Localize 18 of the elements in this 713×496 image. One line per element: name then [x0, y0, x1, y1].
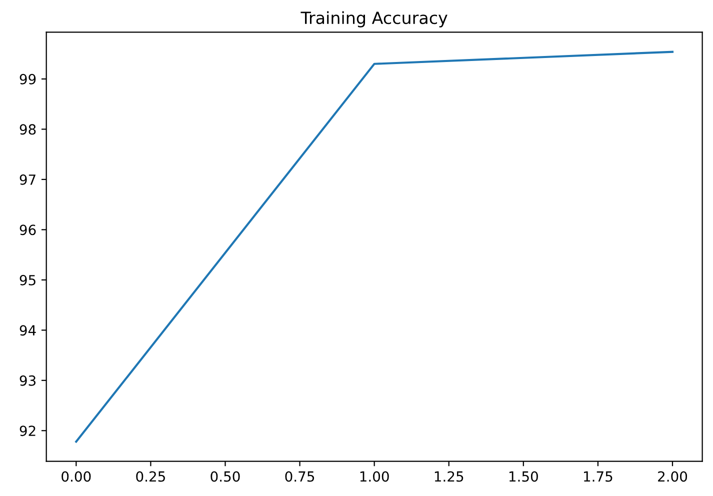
- y-tick-label: 97: [20, 174, 36, 185]
- x-tick-label: 1.50: [509, 471, 538, 482]
- x-tick-label: 0.50: [210, 471, 240, 482]
- x-tick-label: 1.25: [434, 471, 464, 482]
- y-tick-label: 95: [20, 274, 36, 286]
- x-tick-label: 0.00: [62, 471, 91, 482]
- y-tick-label: 93: [20, 375, 36, 386]
- x-tick-label: 1.00: [360, 471, 389, 482]
- x-tick-label: 0.75: [285, 471, 314, 482]
- y-tick-label: 96: [20, 224, 36, 236]
- x-tick-label: 2.00: [658, 471, 688, 482]
- chart-title: Training Accuracy: [300, 11, 448, 28]
- y-tick-label: 92: [20, 426, 36, 436]
- x-tick-label: 0.25: [136, 471, 165, 482]
- y-tick-label: 94: [20, 325, 36, 336]
- y-tick-label: 99: [20, 74, 36, 84]
- x-tick-label: 1.75: [584, 471, 612, 482]
- y-tick-label: 98: [20, 124, 36, 135]
